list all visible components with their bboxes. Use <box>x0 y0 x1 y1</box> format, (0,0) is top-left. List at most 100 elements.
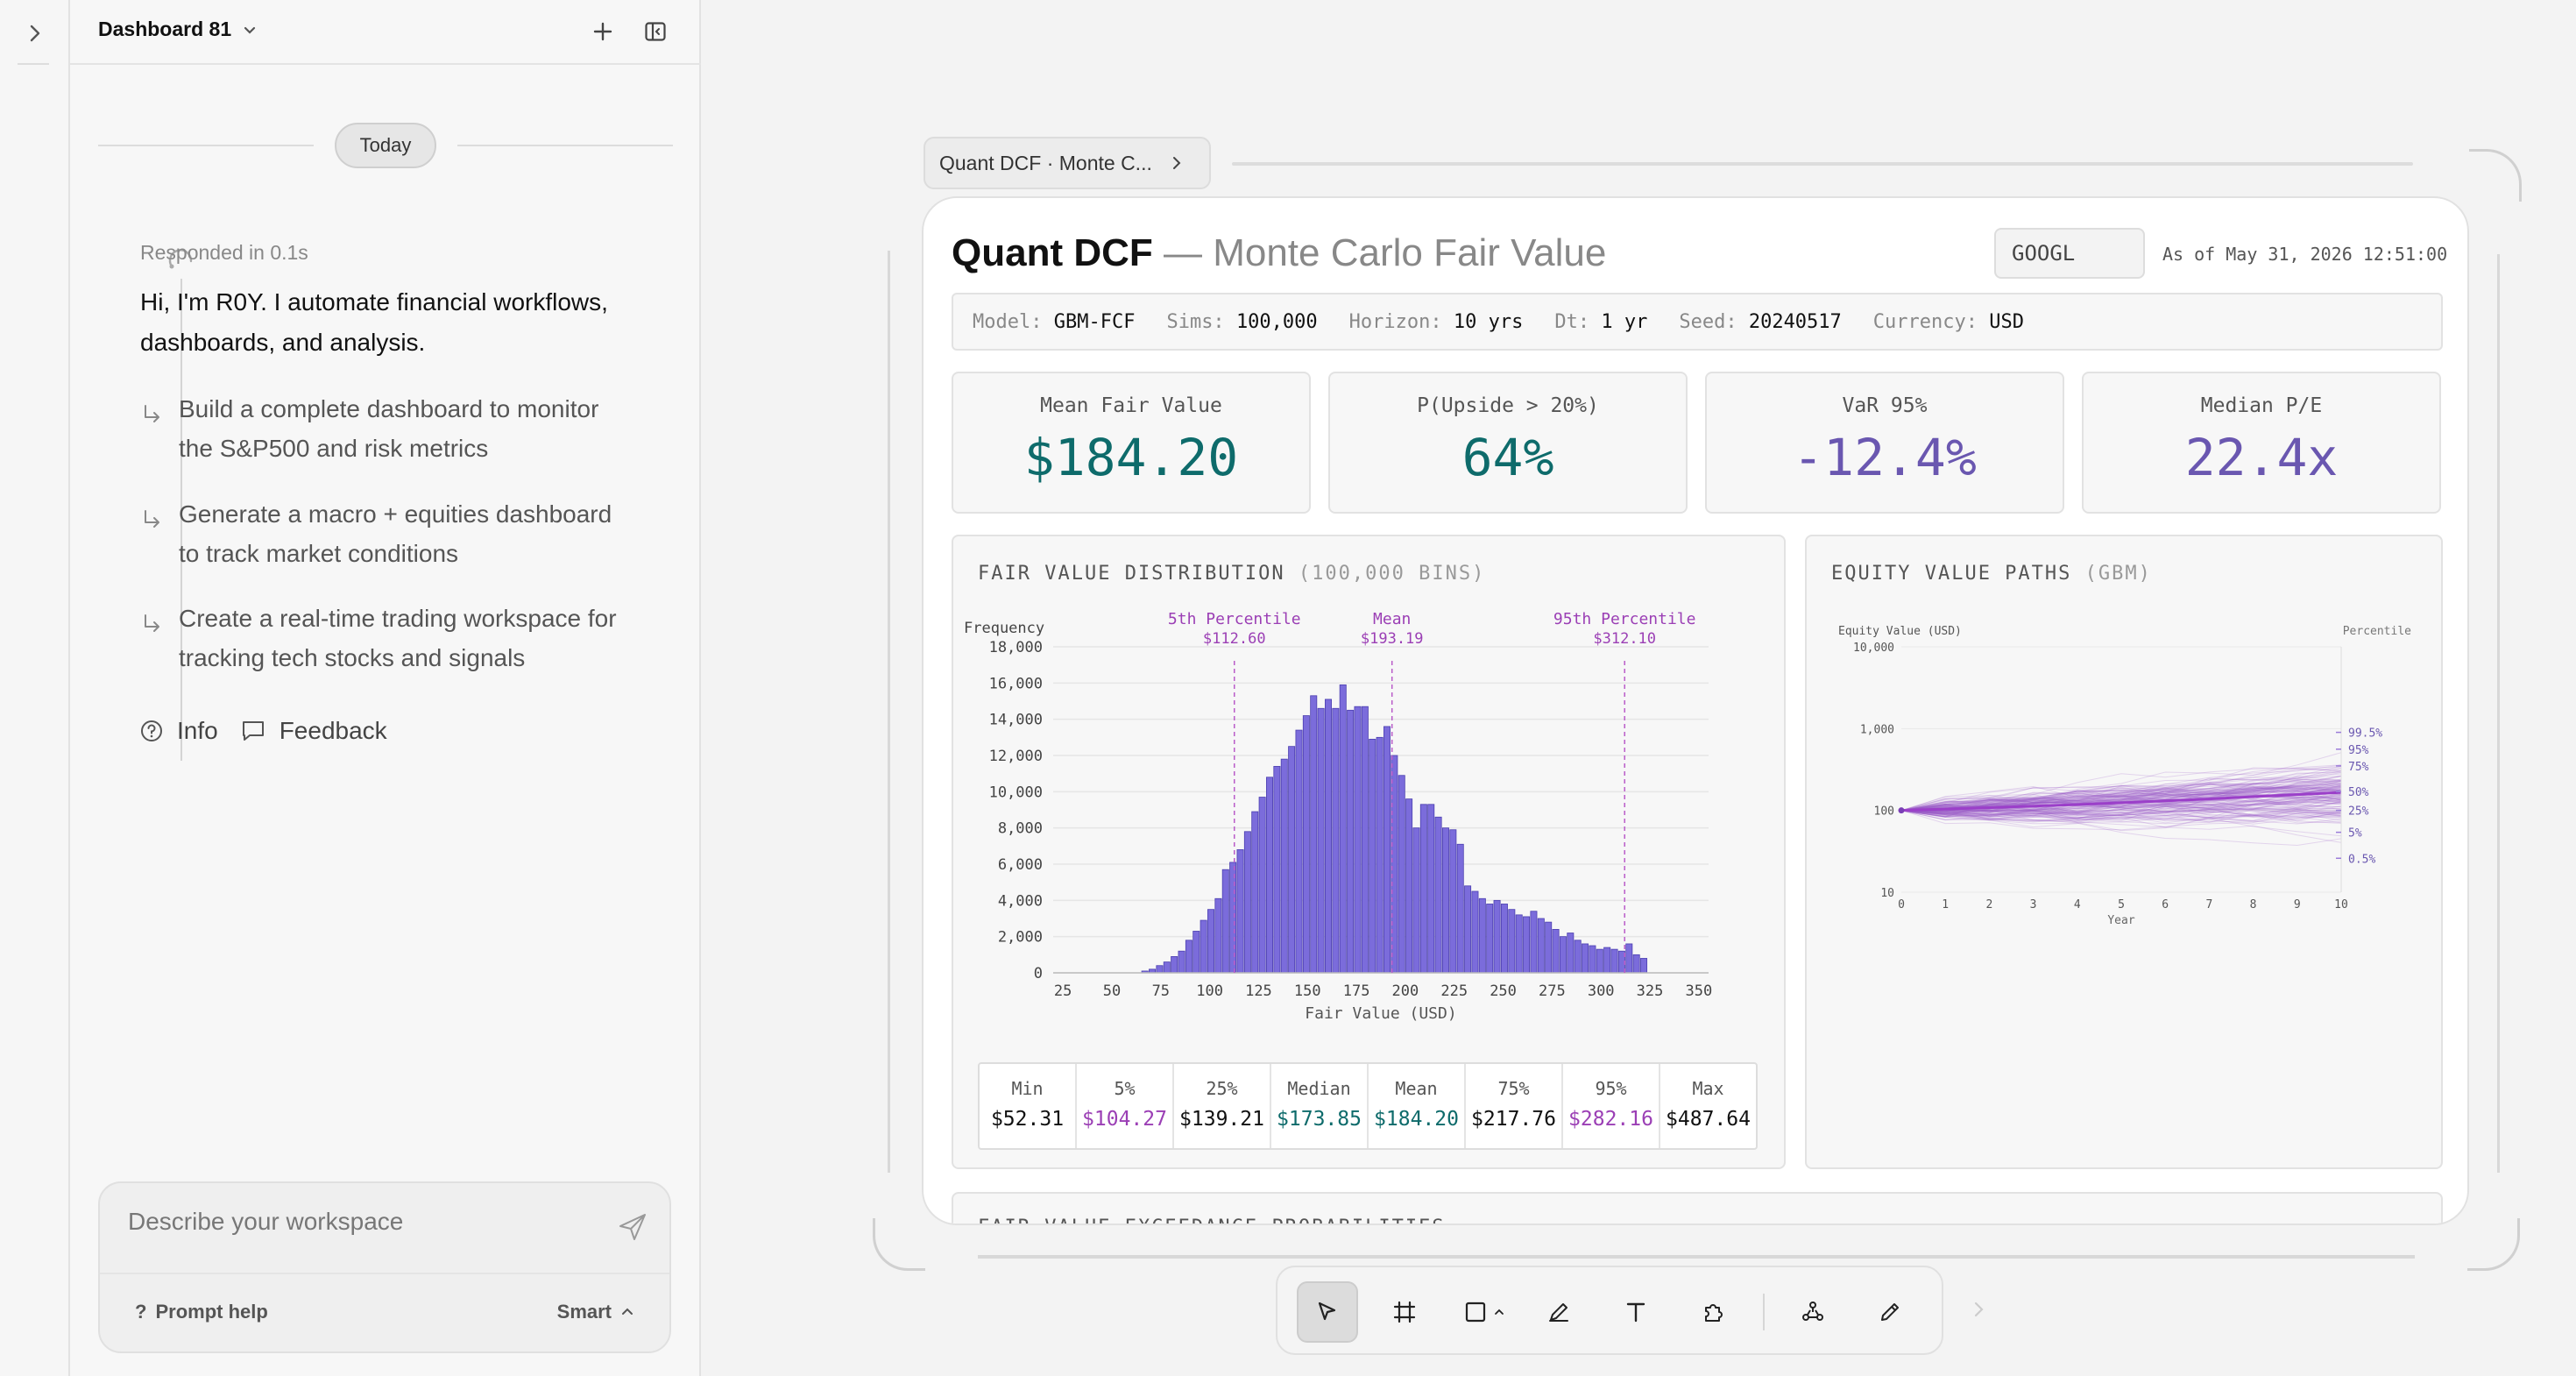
dashboard-name: Dashboard 81 <box>98 18 232 40</box>
annotation-label: Mean <box>1373 610 1411 628</box>
select-tool[interactable] <box>1297 1281 1358 1343</box>
median-line <box>1900 791 2342 812</box>
dashboard-title: Quant DCF — Monte Carlo Fair Value <box>952 231 1606 275</box>
percentile-value: 50% <box>2348 786 2369 799</box>
send-icon <box>619 1214 646 1240</box>
next-button[interactable] <box>1961 1292 1996 1327</box>
x-tick-label: 5 <box>2118 898 2125 911</box>
stat-min: Min $52.31 <box>980 1064 1077 1148</box>
widget-breadcrumb[interactable]: Quant DCF · Monte C... <box>924 137 1211 189</box>
x-tick-label: 350 <box>1685 982 1712 1000</box>
path-line <box>1900 791 2342 817</box>
path-line <box>1900 784 2342 814</box>
prompt-box: Describe your workspace ? Prompt help Sm… <box>98 1181 671 1353</box>
spinner-icon <box>166 242 196 272</box>
collapse-panel-button[interactable] <box>638 14 673 49</box>
simulated-paths <box>1900 752 2342 847</box>
path-line <box>1900 780 2342 813</box>
puzzle-icon <box>1705 1304 1723 1322</box>
send-button[interactable] <box>615 1209 650 1245</box>
chevron-up-icon <box>1495 1309 1504 1315</box>
ticker-input[interactable]: GOOGL <box>1994 228 2145 279</box>
stat-p75: 75% $217.76 <box>1466 1064 1563 1148</box>
y-tick-label: 16,000 <box>989 675 1043 692</box>
percentile-value: 25% <box>2348 805 2369 819</box>
path-line <box>1900 780 2342 813</box>
histogram-bar <box>1361 706 1369 974</box>
x-tick-label: 0 <box>1898 898 1905 911</box>
param-dt: Dt: 1 yr <box>1554 310 1648 333</box>
percentile-value: 99.5% <box>2348 727 2382 741</box>
histogram-bar <box>1383 726 1391 974</box>
percentile-value: 95% <box>2348 744 2369 757</box>
new-chat-button[interactable] <box>585 14 620 49</box>
path-line <box>1900 807 2342 820</box>
path-line <box>1900 801 2342 822</box>
path-line <box>1900 798 2342 837</box>
info-button[interactable]: Info <box>140 717 218 745</box>
histogram-bar <box>1567 933 1575 974</box>
path-line <box>1900 785 2342 812</box>
x-tick-label: 250 <box>1490 982 1517 1000</box>
stat-p5: 5% $104.27 <box>1077 1064 1174 1148</box>
histogram-bar <box>1610 948 1618 974</box>
suggestion-item[interactable]: Build a complete dashboard to monitor th… <box>140 389 631 468</box>
histogram-title: FAIR VALUE DISTRIBUTION (100,000 BINS) <box>978 563 1486 585</box>
frame-corner <box>873 1218 925 1271</box>
dashboard-selector[interactable]: Dashboard 81 <box>98 18 258 41</box>
prompt-input[interactable]: Describe your workspace <box>128 1208 404 1235</box>
mode-selector[interactable]: Smart <box>557 1301 634 1323</box>
frame-tool[interactable] <box>1374 1281 1435 1343</box>
path-line <box>1900 798 2342 812</box>
cursor-icon <box>1318 1302 1336 1321</box>
frame-line <box>888 251 890 1173</box>
histogram-bar <box>1617 950 1625 974</box>
edit-tool[interactable] <box>1859 1281 1921 1343</box>
path-line <box>1900 801 2342 819</box>
histogram-bar <box>1354 706 1362 974</box>
param-horizon: Horizon: 10 yrs <box>1348 310 1524 333</box>
chevron-up-icon <box>622 1308 633 1315</box>
pen-tool[interactable] <box>1528 1281 1589 1343</box>
frame-corner <box>2467 1218 2520 1271</box>
histogram-bar <box>1171 955 1178 974</box>
x-tick-label: 100 <box>1196 982 1223 1000</box>
prompt-help-button[interactable]: ? Prompt help <box>135 1301 268 1323</box>
path-line <box>1900 791 2342 812</box>
annotation-label: 95th Percentile <box>1553 610 1696 628</box>
breadcrumb-rule <box>1232 162 2413 166</box>
histogram-bar <box>1419 804 1427 974</box>
connector-tool[interactable] <box>1782 1281 1844 1343</box>
thread-line <box>180 279 182 761</box>
chevron-right-icon <box>1172 157 1181 169</box>
path-line <box>1900 800 2342 819</box>
expand-sidebar-icon[interactable] <box>18 16 53 51</box>
feedback-button[interactable]: Feedback <box>241 717 387 745</box>
plugin-tool[interactable] <box>1682 1281 1744 1343</box>
suggestion-item[interactable]: Create a real-time trading workspace for… <box>140 599 631 677</box>
kpi-value: 64% <box>1461 428 1554 487</box>
text-tool[interactable] <box>1605 1281 1667 1343</box>
y-tick-label: 6,000 <box>998 856 1043 874</box>
kpi-label: Mean Fair Value <box>1040 394 1222 417</box>
x-tick-label: 9 <box>2294 898 2301 911</box>
path-line <box>1900 799 2342 824</box>
histogram-bar <box>1221 869 1229 974</box>
path-line <box>1900 776 2342 812</box>
histogram-bar <box>1515 914 1523 974</box>
histogram-bar <box>1236 849 1244 974</box>
suggestion-item[interactable]: Generate a macro + equities dashboard to… <box>140 494 631 573</box>
y-tick-label: 12,000 <box>989 748 1043 765</box>
path-line <box>1900 796 2342 822</box>
y-tick-label: 10,000 <box>1853 642 1894 655</box>
x-tick-label: 275 <box>1539 982 1566 1000</box>
shape-tool[interactable] <box>1449 1281 1519 1343</box>
path-line <box>1900 784 2342 812</box>
stat-mean: Mean $184.20 <box>1369 1064 1466 1148</box>
stat-max: Max $487.64 <box>1666 1078 1751 1131</box>
path-line <box>1900 797 2342 812</box>
histogram-bar <box>1596 948 1603 974</box>
percentile-value: 5% <box>2348 827 2362 840</box>
breadcrumb-label: Quant DCF · Monte C... <box>939 151 1152 174</box>
path-line <box>1900 791 2342 821</box>
